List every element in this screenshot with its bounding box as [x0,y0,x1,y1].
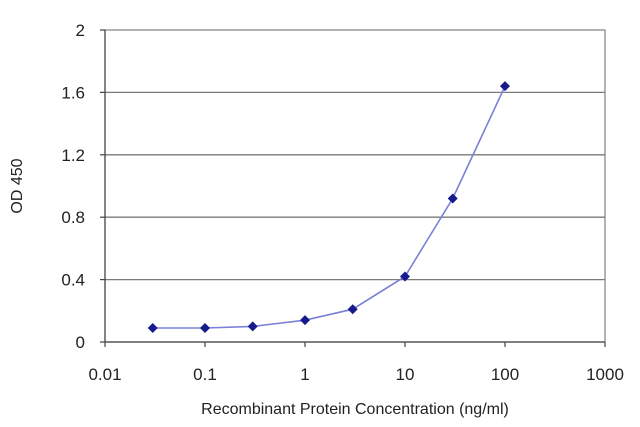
y-tick-label: 0.4 [61,271,85,290]
grid-lines [105,91,605,281]
data-point [200,322,210,333]
plot-area [104,29,606,343]
x-tick-label: 100 [491,365,519,384]
x-tick-label: 1 [300,365,309,384]
y-tick-labels: 0 0.4 0.8 1.2 1.6 2 [61,21,105,352]
y-axis-title: OD 450 [9,158,26,213]
x-tick-label: 10 [396,365,415,384]
y-tick-label: 1.6 [61,83,85,102]
data-point [500,81,510,92]
data-point [300,315,310,326]
x-axis-title: Recombinant Protein Concentration (ng/ml… [201,401,509,418]
y-tick-label: 2 [76,21,85,40]
x-tick-label: 0.01 [88,365,121,384]
series-line [152,85,506,329]
data-series [147,81,510,333]
x-tick-label: 1000 [586,365,624,384]
data-point [247,321,258,332]
y-tick-label: 1.2 [61,146,85,165]
data-point [400,271,410,282]
x-tick-label: 0.1 [193,365,217,384]
y-tick-label: 0 [76,333,85,352]
data-point [447,193,458,204]
y-tick-label: 0.8 [61,208,85,227]
x-tick-labels: 0.01 0.1 1 10 100 1000 [88,342,624,384]
data-point [347,304,358,315]
data-point [147,322,158,333]
